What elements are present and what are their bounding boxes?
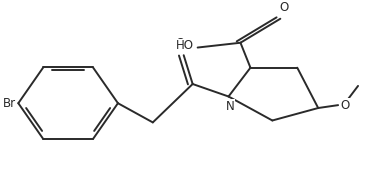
Text: O: O bbox=[279, 1, 289, 14]
Text: HO: HO bbox=[176, 39, 194, 52]
Text: Br: Br bbox=[3, 97, 17, 110]
Text: N: N bbox=[226, 100, 235, 113]
Text: O: O bbox=[340, 99, 349, 112]
Text: O: O bbox=[176, 37, 185, 50]
